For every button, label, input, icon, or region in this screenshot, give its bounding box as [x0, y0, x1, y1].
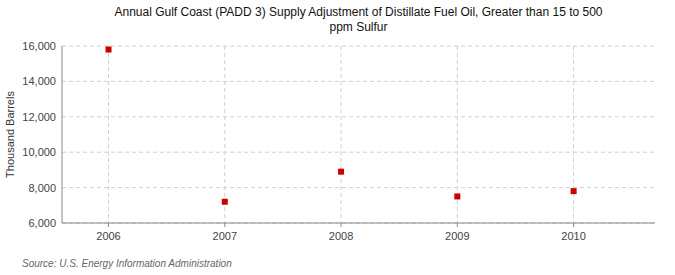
x-axis-line — [62, 223, 655, 224]
grid-line-y — [62, 81, 655, 82]
point — [106, 47, 112, 53]
y-tick-label: 16,000 — [22, 40, 56, 52]
axes: 6,000 8,000 10,000 12,000 14,000 16,000 2006 20… — [22, 40, 655, 242]
grid-line-y — [62, 46, 655, 47]
point — [222, 199, 228, 205]
x-tick-label: 2009 — [445, 230, 469, 242]
y-tick-label: 12,000 — [22, 111, 56, 123]
chart-container: Annual Gulf Coast (PADD 3) Supply Adjust… — [0, 0, 675, 275]
grid-line-y — [62, 152, 655, 153]
grid-line-x — [341, 46, 342, 223]
y-tick-label: 8,000 — [28, 182, 56, 194]
x-tick-label: 2010 — [561, 230, 585, 242]
x-tick — [457, 223, 458, 227]
x-tick — [224, 223, 225, 227]
grid-line-x — [573, 46, 574, 223]
grid-line-x — [108, 46, 109, 223]
x-tick — [341, 223, 342, 227]
grid-line-y — [62, 116, 655, 117]
points — [106, 47, 577, 205]
source: Source: U.S. Energy Information Administ… — [22, 258, 232, 269]
x-tick-label: 2007 — [213, 230, 237, 242]
y-tick-label: 14,000 — [22, 75, 56, 87]
point — [338, 169, 344, 175]
y-axis-line — [62, 46, 63, 223]
x-tick — [108, 223, 109, 227]
x-tick-label: 2008 — [329, 230, 353, 242]
y-tick-label: 10,000 — [22, 146, 56, 158]
x-tick — [573, 223, 574, 227]
y-axis-label: Thousand Barrels — [4, 91, 16, 178]
chart-svg: Annual Gulf Coast (PADD 3) Supply Adjust… — [0, 0, 675, 275]
point — [454, 193, 460, 199]
point — [571, 188, 577, 194]
grid-line-y — [62, 223, 655, 224]
title-line: ppm Sulfur — [329, 20, 387, 34]
grid — [62, 46, 655, 223]
grid-line-x — [224, 46, 225, 223]
grid-line-y — [62, 187, 655, 188]
x-tick-label: 2006 — [96, 230, 120, 242]
title: Annual Gulf Coast (PADD 3) Supply Adjust… — [114, 5, 602, 34]
y-tick-label: 6,000 — [28, 217, 56, 229]
title-line: Annual Gulf Coast (PADD 3) Supply Adjust… — [114, 5, 602, 19]
